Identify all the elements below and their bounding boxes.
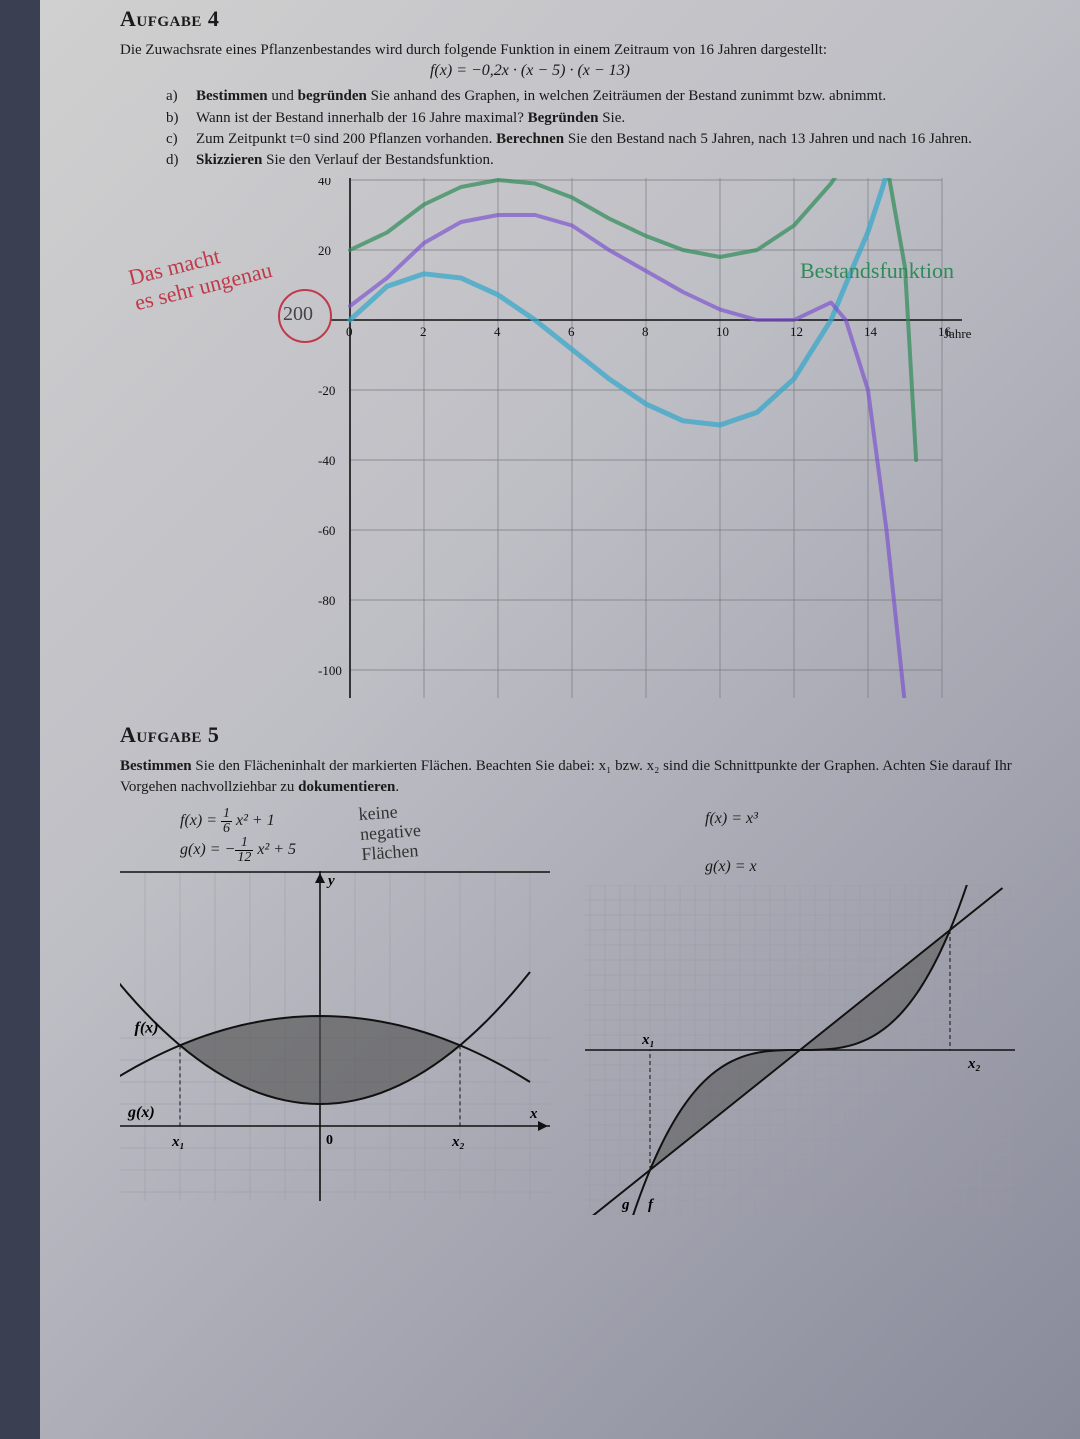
item-text: Skizzieren Sie den Verlauf der Bestandsf… [196,150,494,170]
item-text: Wann ist der Bestand innerhalb der 16 Ja… [196,108,625,128]
mini-chart-right: x₁ x₂ g f [585,885,1015,1215]
task4-item-a: a) Bestimmen und begründen Sie anhand de… [166,86,1020,106]
task5-left: f(x) = 16 x² + 1 g(x) = −112 x² + 5 kein… [120,807,555,1220]
svg-text:-40: -40 [318,453,335,468]
item-letter: a) [166,86,186,106]
worksheet-page: Aufgabe 4 Die Zuwachsrate eines Pflanzen… [40,0,1080,1439]
svg-text:f: f [648,1197,655,1213]
svg-text:x₂: x₂ [967,1056,981,1072]
mini-chart-left: f(x) g(x) x₁ x₂ y x 0 [120,871,550,1201]
svg-text:0: 0 [326,1133,333,1148]
svg-text:Jahre: Jahre [944,326,972,341]
svg-text:2: 2 [420,324,427,339]
item-letter: c) [166,129,186,149]
task4-item-b: b) Wann ist der Bestand innerhalb der 16… [166,108,1020,128]
svg-text:4: 4 [494,324,501,339]
task5-heading: Aufgabe 5 [120,722,1020,748]
task5-columns: f(x) = 16 x² + 1 g(x) = −112 x² + 5 kein… [120,807,1020,1220]
svg-text:g: g [621,1197,630,1213]
chart4-svg: 0246810121416-120-100-80-60-40-202040608… [160,178,980,698]
svg-text:x: x [529,1106,538,1122]
svg-text:10: 10 [716,324,729,339]
svg-text:x₁: x₁ [641,1032,655,1048]
svg-text:8: 8 [642,324,649,339]
task4-formula: f(x) = −0,2x · (x − 5) · (x − 13) [40,62,1020,80]
svg-text:14: 14 [864,324,878,339]
task4-list: a) Bestimmen und begründen Sie anhand de… [166,86,1020,170]
svg-text:20: 20 [318,243,331,258]
task4-item-c: c) Zum Zeitpunkt t=0 sind 200 Pflanzen v… [166,129,1020,149]
svg-text:-80: -80 [318,593,335,608]
task5-intro: Bestimmen Sie den Flächeninhalt der mark… [120,756,1020,797]
svg-text:-60: -60 [318,523,335,538]
svg-text:y: y [326,873,335,889]
svg-text:0: 0 [346,324,353,339]
task4-intro: Die Zuwachsrate eines Pflanzenbestandes … [120,40,1020,60]
item-text: Zum Zeitpunkt t=0 sind 200 Pflanzen vorh… [196,129,972,149]
item-letter: d) [166,150,186,170]
hand-note-keine: keine negative Flächen [358,801,423,865]
svg-text:x₁: x₁ [171,1134,185,1150]
item-text: Bestimmen und begründen Sie anhand des G… [196,86,886,106]
annotation-green: Bestandsfunktion [800,258,954,284]
svg-text:x₂: x₂ [451,1134,465,1150]
item-letter: b) [166,108,186,128]
svg-text:g(x): g(x) [127,1104,155,1121]
chart4-container: 0246810121416-120-100-80-60-40-202040608… [160,178,980,698]
right-equations: f(x) = x³ g(x) = x [585,807,1020,879]
task4-heading: Aufgabe 4 [120,6,1020,32]
svg-text:40: 40 [318,178,331,188]
svg-text:-20: -20 [318,383,335,398]
task4-item-d: d) Skizzieren Sie den Verlauf der Bestan… [166,150,1020,170]
annotation-200: 200 [283,303,313,326]
svg-text:6: 6 [568,324,575,339]
svg-text:-100: -100 [318,663,342,678]
task5-right: f(x) = x³ g(x) = x x₁ x₂ g f [585,807,1020,1220]
svg-text:f(x): f(x) [135,1019,159,1036]
svg-text:12: 12 [790,324,803,339]
left-equations: f(x) = 16 x² + 1 g(x) = −112 x² + 5 [120,807,555,865]
